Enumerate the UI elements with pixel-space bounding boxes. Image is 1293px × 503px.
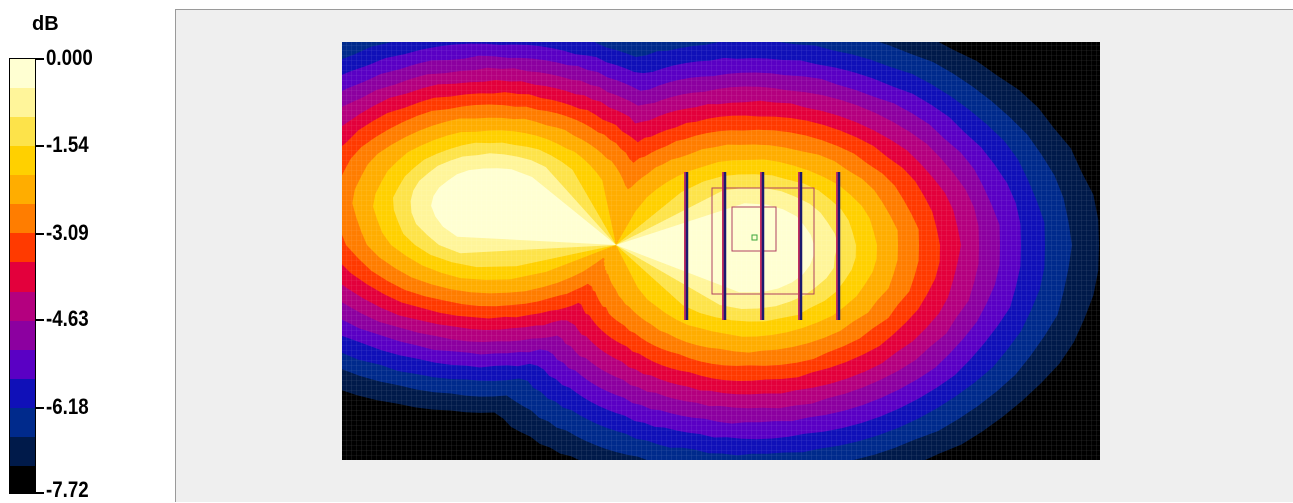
colorbar-tick-mark [36, 233, 44, 235]
colorbar-tick-mark [36, 145, 44, 147]
colorbar-tick-mark [36, 58, 44, 60]
colorbar-unit-label: dB [32, 13, 59, 36]
colorbar-swatch [10, 379, 35, 409]
colorbar-swatch [10, 437, 35, 467]
colorbar-swatch [10, 321, 35, 351]
colorbar-swatch [10, 466, 35, 494]
colorbar-tick-mark [36, 492, 44, 494]
colorbar-swatch [10, 146, 35, 176]
colorbar-tick-label: -7.72 [46, 479, 89, 501]
colorbar-tick-label: -4.63 [46, 308, 89, 330]
colorbar-legend: dB 0.000 -1.54 -3.09 -4.63 -6.18 -7.72 [0, 0, 175, 502]
colorbar-swatch [10, 59, 35, 89]
colorbar-tick-label: -6.18 [46, 396, 89, 418]
colorbar [9, 58, 36, 494]
colorbar-swatch [10, 292, 35, 322]
colorbar-swatch [10, 350, 35, 380]
colorbar-swatch [10, 408, 35, 438]
colorbar-swatch [10, 262, 35, 292]
plot-area [175, 9, 1293, 502]
colorbar-swatch [10, 233, 35, 263]
colorbar-tick-label: -1.54 [46, 134, 89, 156]
mesh-overlay [342, 42, 1100, 460]
colorbar-tick-mark [36, 319, 44, 321]
colorbar-tick-mark [36, 407, 44, 409]
colorbar-swatch [10, 88, 35, 118]
heatmap-plot [176, 10, 1293, 503]
colorbar-tick-label: 0.000 [46, 47, 93, 69]
colorbar-swatch [10, 204, 35, 234]
colorbar-tick-label: -3.09 [46, 222, 89, 244]
colorbar-swatch [10, 117, 35, 147]
colorbar-swatch [10, 175, 35, 205]
